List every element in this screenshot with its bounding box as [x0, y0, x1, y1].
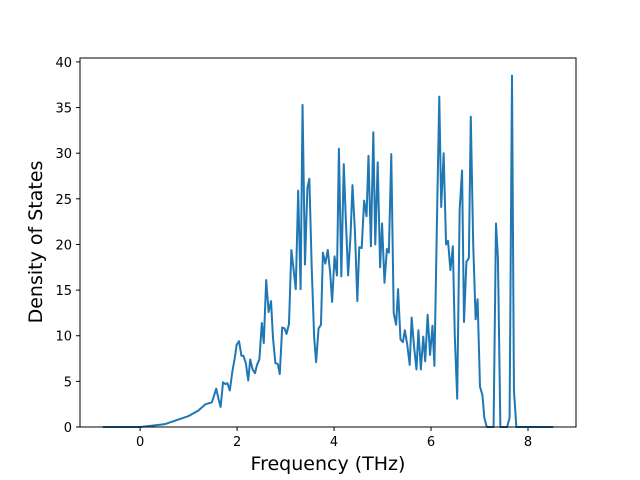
y-tick-label: 15	[55, 284, 72, 299]
x-tick-label: 4	[330, 435, 338, 450]
x-axis-label: Frequency (THz)	[251, 453, 406, 475]
y-tick-label: 20	[55, 238, 72, 253]
plot-frame	[79, 57, 577, 428]
y-tick-label: 10	[55, 330, 72, 345]
y-axis-label: Density of States	[25, 161, 47, 324]
y-tick-label: 25	[55, 193, 72, 208]
x-tick-label: 8	[524, 435, 532, 450]
x-tick-label: 6	[427, 435, 435, 450]
x-tick-label: 0	[136, 435, 144, 450]
y-tick-label: 5	[64, 375, 72, 390]
x-tick-label: 2	[233, 435, 241, 450]
y-tick-label: 35	[55, 102, 72, 117]
data-line	[102, 74, 554, 428]
y-tick-label: 30	[55, 147, 72, 162]
y-tick-label: 0	[64, 421, 72, 436]
y-tick-label: 40	[55, 56, 72, 71]
